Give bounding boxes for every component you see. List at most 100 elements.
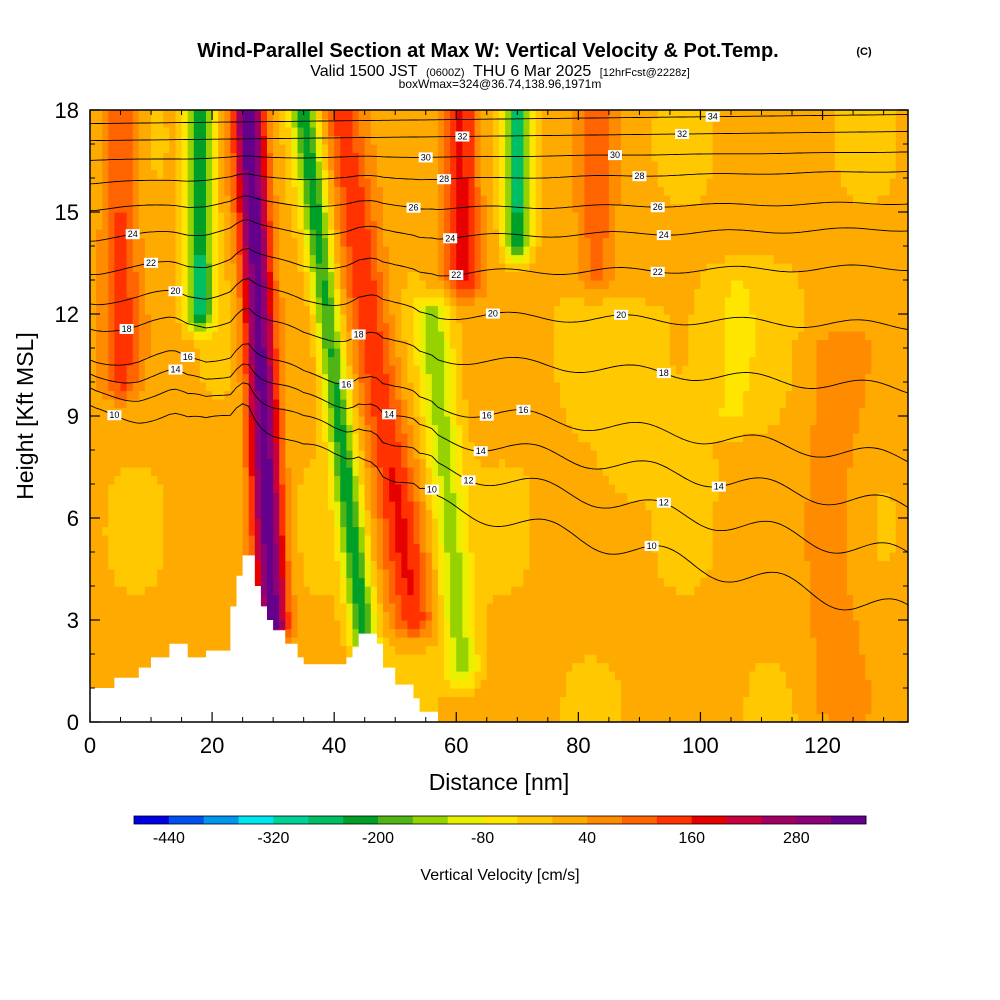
box-wmax-info: boxWmax=324@36.74,138.96,1971m (399, 77, 602, 91)
w-cell (126, 577, 134, 587)
w-cell (187, 203, 195, 213)
w-cell (346, 305, 354, 315)
w-cell (480, 297, 488, 307)
chart-title: Wind-Parallel Section at Max W: Vertical… (197, 40, 778, 62)
w-cell (480, 543, 488, 553)
w-cell (273, 331, 280, 341)
w-cell (499, 509, 506, 519)
w-cell (242, 186, 250, 196)
w-cell (456, 331, 463, 341)
w-cell (346, 526, 354, 536)
w-cell (425, 637, 433, 647)
w-cell (389, 577, 396, 587)
w-cell (486, 458, 494, 468)
w-cell (499, 373, 506, 383)
w-cell (486, 373, 494, 383)
w-cell (108, 645, 116, 655)
w-cell (212, 441, 219, 451)
w-cell (425, 526, 433, 536)
w-cell (444, 450, 451, 460)
w-cell (334, 322, 341, 332)
w-cell (425, 127, 433, 137)
w-cell (279, 195, 286, 205)
w-cell (505, 543, 512, 553)
w-cell (450, 433, 457, 443)
w-cell (224, 407, 231, 417)
w-cell (267, 509, 274, 519)
w-cell (364, 161, 372, 171)
w-cell (370, 458, 378, 468)
w-cell (169, 322, 177, 332)
w-cell (376, 637, 384, 647)
w-cell (175, 118, 183, 128)
w-cell (224, 348, 231, 358)
w-cell (96, 475, 103, 485)
w-cell (413, 586, 421, 596)
w-cell (352, 637, 360, 647)
w-cell (474, 220, 482, 230)
w-cell (163, 586, 170, 596)
w-cell (260, 203, 268, 213)
w-cell (248, 314, 256, 324)
w-cell (340, 467, 347, 477)
w-cell (120, 339, 128, 349)
w-cell (505, 373, 512, 383)
w-cell (205, 509, 213, 519)
w-cell (285, 356, 293, 366)
w-cell (413, 654, 421, 664)
w-cell (303, 416, 311, 426)
w-cell (492, 552, 500, 562)
w-cell (199, 229, 207, 239)
w-cell (389, 118, 396, 128)
w-cell (169, 492, 177, 502)
w-cell (499, 424, 506, 434)
w-cell (224, 645, 231, 655)
w-cell (346, 135, 354, 145)
w-cell (389, 662, 396, 672)
w-cell (230, 322, 238, 332)
w-cell (315, 254, 323, 264)
w-cell (389, 356, 396, 366)
w-cell (96, 339, 103, 349)
w-cell (218, 118, 225, 128)
w-cell (267, 169, 274, 179)
w-cell (358, 518, 366, 528)
w-cell (480, 348, 488, 358)
w-cell (114, 314, 122, 324)
w-cell (480, 705, 488, 715)
w-cell (291, 620, 299, 630)
w-cell (437, 220, 445, 230)
w-cell (480, 127, 488, 137)
w-cell (114, 611, 122, 621)
w-cell (395, 195, 402, 205)
w-cell (102, 348, 109, 358)
w-cell (199, 288, 207, 298)
w-cell (138, 484, 146, 494)
w-cell (175, 518, 183, 528)
w-cell (144, 552, 152, 562)
w-cell (468, 509, 476, 519)
w-cell (358, 229, 366, 239)
w-cell (193, 373, 201, 383)
w-cell (334, 271, 341, 281)
w-cell (407, 679, 415, 689)
w-cell (279, 569, 286, 579)
w-cell (462, 356, 470, 366)
w-cell (346, 118, 354, 128)
w-cell (90, 254, 97, 264)
w-cell (462, 365, 470, 375)
w-cell (450, 305, 457, 315)
w-cell (431, 246, 439, 256)
w-cell (437, 637, 445, 647)
w-cell (279, 314, 286, 324)
w-cell (407, 271, 415, 281)
w-cell (425, 433, 433, 443)
w-cell (120, 586, 128, 596)
w-cell (383, 475, 390, 485)
w-cell (425, 407, 433, 417)
w-cell (96, 433, 103, 443)
w-cell (273, 543, 280, 553)
w-cell (450, 645, 457, 655)
w-cell (260, 348, 268, 358)
w-cell (444, 637, 451, 647)
